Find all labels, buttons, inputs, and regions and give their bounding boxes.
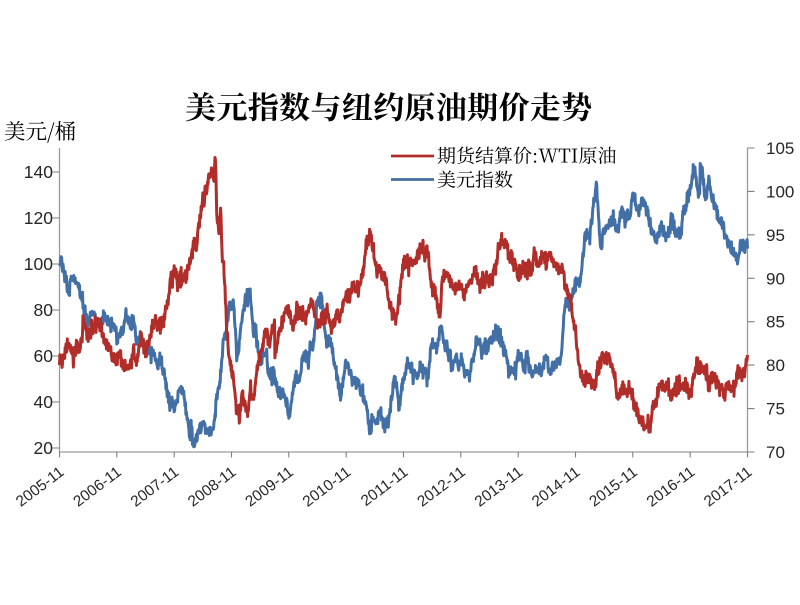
svg-text:85: 85 — [766, 313, 785, 332]
svg-text:60: 60 — [34, 346, 54, 366]
svg-text:100: 100 — [766, 182, 794, 201]
svg-text:70: 70 — [766, 443, 785, 462]
svg-text:40: 40 — [34, 392, 54, 412]
svg-text:95: 95 — [766, 226, 785, 245]
svg-text:80: 80 — [34, 300, 54, 320]
svg-text:120: 120 — [24, 208, 53, 228]
svg-text:100: 100 — [24, 254, 53, 274]
svg-text:105: 105 — [766, 139, 794, 158]
svg-text:140: 140 — [24, 162, 53, 182]
svg-text:75: 75 — [766, 400, 785, 419]
svg-text:90: 90 — [766, 269, 785, 288]
svg-text:80: 80 — [766, 356, 785, 375]
svg-text:20: 20 — [34, 438, 54, 458]
